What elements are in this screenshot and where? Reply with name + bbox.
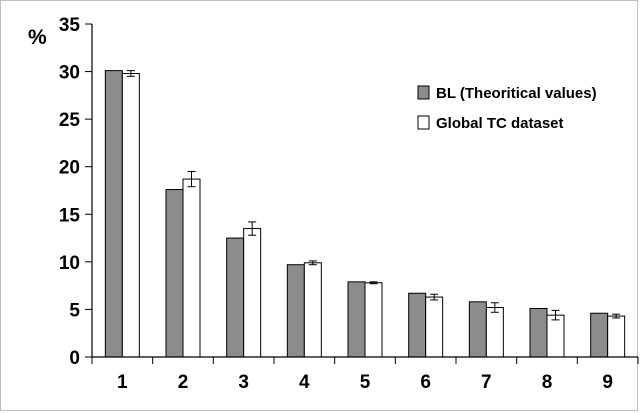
x-tick-label: 4 (299, 372, 310, 393)
bar-global-tc-9 (607, 315, 626, 358)
bar-global-tc-7 (485, 307, 504, 358)
y-axis-ticks: 0 5 10 15 20 25 30 35 (59, 15, 92, 369)
x-tick-label: 3 (238, 372, 249, 393)
y-tick-label: 20 (59, 158, 80, 179)
y-tick-label: 30 (59, 63, 80, 84)
y-tick-label: 35 (59, 15, 81, 36)
bars (104, 70, 626, 358)
axes (91, 24, 638, 358)
bar-bl-8 (529, 307, 548, 358)
bar-bl-4 (286, 264, 305, 358)
bar-bl-6 (408, 292, 427, 358)
x-axis-ticks: 1 2 3 4 5 6 7 8 9 (91, 357, 639, 393)
y-tick-label: 5 (69, 300, 80, 321)
bar-global-tc-2 (182, 178, 201, 358)
bar-bl-1 (104, 70, 123, 358)
bar-bl-5 (347, 281, 366, 358)
y-tick-label: 25 (59, 110, 81, 131)
bar-global-tc-8 (546, 314, 565, 358)
bar-bl-9 (590, 312, 609, 358)
y-tick-label: 15 (59, 205, 81, 226)
x-tick-label: 1 (117, 372, 128, 393)
bar-bl-3 (226, 237, 245, 358)
x-tick-label: 6 (420, 372, 431, 393)
x-tick-label: 5 (360, 372, 371, 393)
bar-global-tc-1 (121, 72, 140, 358)
x-tick-label: 7 (481, 372, 492, 393)
y-tick-label: 0 (69, 348, 80, 369)
legend: BL (Theoritical values) Global TC dataset (417, 85, 597, 132)
y-axis-unit-label: % (28, 26, 47, 49)
y-tick-label: 10 (59, 253, 80, 274)
bar-global-tc-4 (303, 262, 322, 358)
bar-bl-2 (165, 189, 184, 358)
bar-global-tc-3 (243, 228, 262, 358)
legend-label: Global TC dataset (436, 115, 564, 132)
x-tick-label: 2 (178, 372, 189, 393)
legend-swatch (417, 85, 430, 100)
bar-bl-7 (468, 301, 487, 358)
bar-global-tc-5 (364, 282, 383, 358)
x-tick-label: 8 (542, 372, 553, 393)
legend-label: BL (Theoritical values) (436, 85, 597, 102)
bar-global-tc-6 (425, 296, 444, 358)
legend-swatch (417, 115, 430, 130)
x-tick-label: 9 (602, 372, 613, 393)
